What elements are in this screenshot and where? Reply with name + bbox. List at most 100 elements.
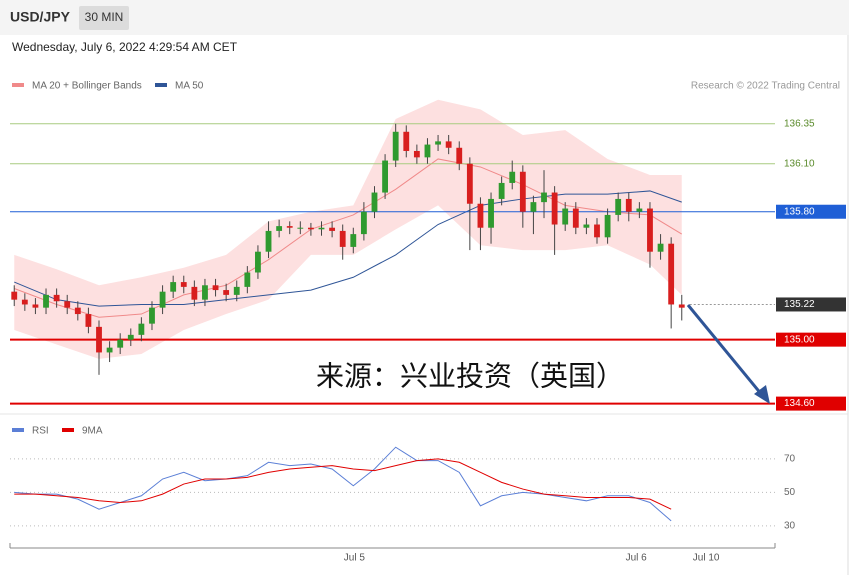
candle-body [244, 272, 251, 287]
interval-chip [79, 6, 129, 30]
candle-body [466, 163, 473, 204]
legend-swatch [155, 83, 167, 87]
interval: 30 MIN [85, 10, 124, 24]
level-label: 136.35 [784, 118, 815, 129]
candle-body [636, 208, 643, 212]
candle-body [371, 192, 378, 212]
x-tick-label: Jul 10 [693, 553, 720, 564]
legend-label: RSI [32, 426, 49, 437]
candle-body [127, 334, 134, 340]
candle-body [53, 294, 60, 302]
level-label: 134.60 [784, 398, 815, 409]
candle-body [424, 144, 431, 158]
ma-line [14, 190, 682, 307]
candle-body [668, 243, 675, 305]
candle-body [498, 182, 505, 199]
candle-body [594, 224, 600, 238]
candle-body [329, 227, 336, 231]
candle-body [519, 171, 526, 212]
candle-body [223, 290, 230, 295]
candle-body [488, 198, 494, 228]
bollinger-band [14, 99, 682, 359]
candle-body [583, 224, 590, 228]
candle-body [413, 150, 420, 158]
rsi-line [14, 446, 672, 522]
candle-body [202, 285, 208, 300]
candle-body [180, 282, 187, 287]
legend-label: MA 50 [175, 81, 204, 92]
annotation: 来源：兴业投资（英国） [316, 360, 624, 391]
candle-body [445, 141, 452, 148]
ma-line [14, 158, 683, 318]
candle-body [74, 307, 81, 315]
legend-label: MA 20 + Bollinger Bands [32, 81, 142, 92]
y-tick-label: 30 [784, 521, 796, 532]
x-tick-label: Jul 6 [626, 553, 648, 564]
y-tick-label: 70 [784, 454, 796, 465]
candle-body [286, 226, 293, 228]
candle-body [170, 282, 177, 292]
candle-body [541, 192, 547, 203]
candle-body [604, 214, 611, 238]
candle-body [360, 211, 367, 235]
level-box [776, 297, 846, 312]
candle-body [265, 230, 272, 252]
candle-body [276, 226, 283, 231]
level-box [776, 204, 846, 219]
price-panel: MA 20 + Bollinger Bands MA 50 136.35 136.10… [10, 81, 846, 411]
candle-body [212, 285, 219, 291]
subtitle: Wednesday, July 6, 2022 4:29:54 AM CET [12, 40, 238, 54]
candle-body [392, 131, 399, 161]
legend-swatch [62, 428, 74, 432]
candle-body [509, 171, 516, 183]
legend-swatch [12, 83, 24, 87]
arrow-head [754, 385, 770, 404]
candle-body [32, 304, 39, 308]
candle-body [233, 286, 240, 295]
candle-body [308, 227, 314, 230]
candle-body [625, 198, 632, 212]
legend-swatch [12, 428, 24, 432]
candle-body [138, 323, 145, 335]
candle-body [382, 160, 388, 193]
forecast-arrow [686, 304, 764, 396]
candle-body [435, 141, 441, 145]
candle-body [551, 192, 558, 225]
symbol: USD/JPY [10, 9, 71, 25]
level-box [776, 396, 846, 411]
header-bar [0, 0, 849, 35]
candle-body [64, 301, 71, 308]
candle-body [255, 251, 261, 273]
candle-body [477, 203, 484, 228]
candle-body [297, 227, 304, 229]
candle-body [350, 234, 357, 247]
candle-body [149, 307, 155, 324]
candle-body [615, 198, 622, 215]
candle-body [572, 208, 579, 228]
candle-body [530, 202, 537, 212]
candle-body [562, 208, 569, 225]
level-label: 135.80 [784, 206, 815, 217]
candle-body [647, 208, 653, 252]
candle-body [21, 299, 28, 305]
level-label: 135.00 [784, 334, 815, 345]
level-box [776, 332, 846, 347]
candle-body [159, 291, 166, 308]
candle-body [456, 147, 463, 164]
candle-body [403, 131, 410, 151]
rsi-line [14, 458, 672, 510]
candle-body [85, 314, 92, 327]
candle-body [43, 294, 49, 308]
level-label: 135.22 [784, 299, 815, 310]
level-label: 136.10 [784, 158, 815, 169]
candle-body [339, 230, 346, 247]
candle-body [678, 304, 685, 308]
x-tick-label: Jul 5 [344, 553, 366, 564]
candle-body [191, 286, 198, 300]
candle-body [117, 339, 124, 348]
y-tick-label: 50 [784, 487, 796, 498]
credit: Research © 2022 Trading Central [691, 81, 840, 92]
legend-label: 9MA [82, 426, 103, 437]
